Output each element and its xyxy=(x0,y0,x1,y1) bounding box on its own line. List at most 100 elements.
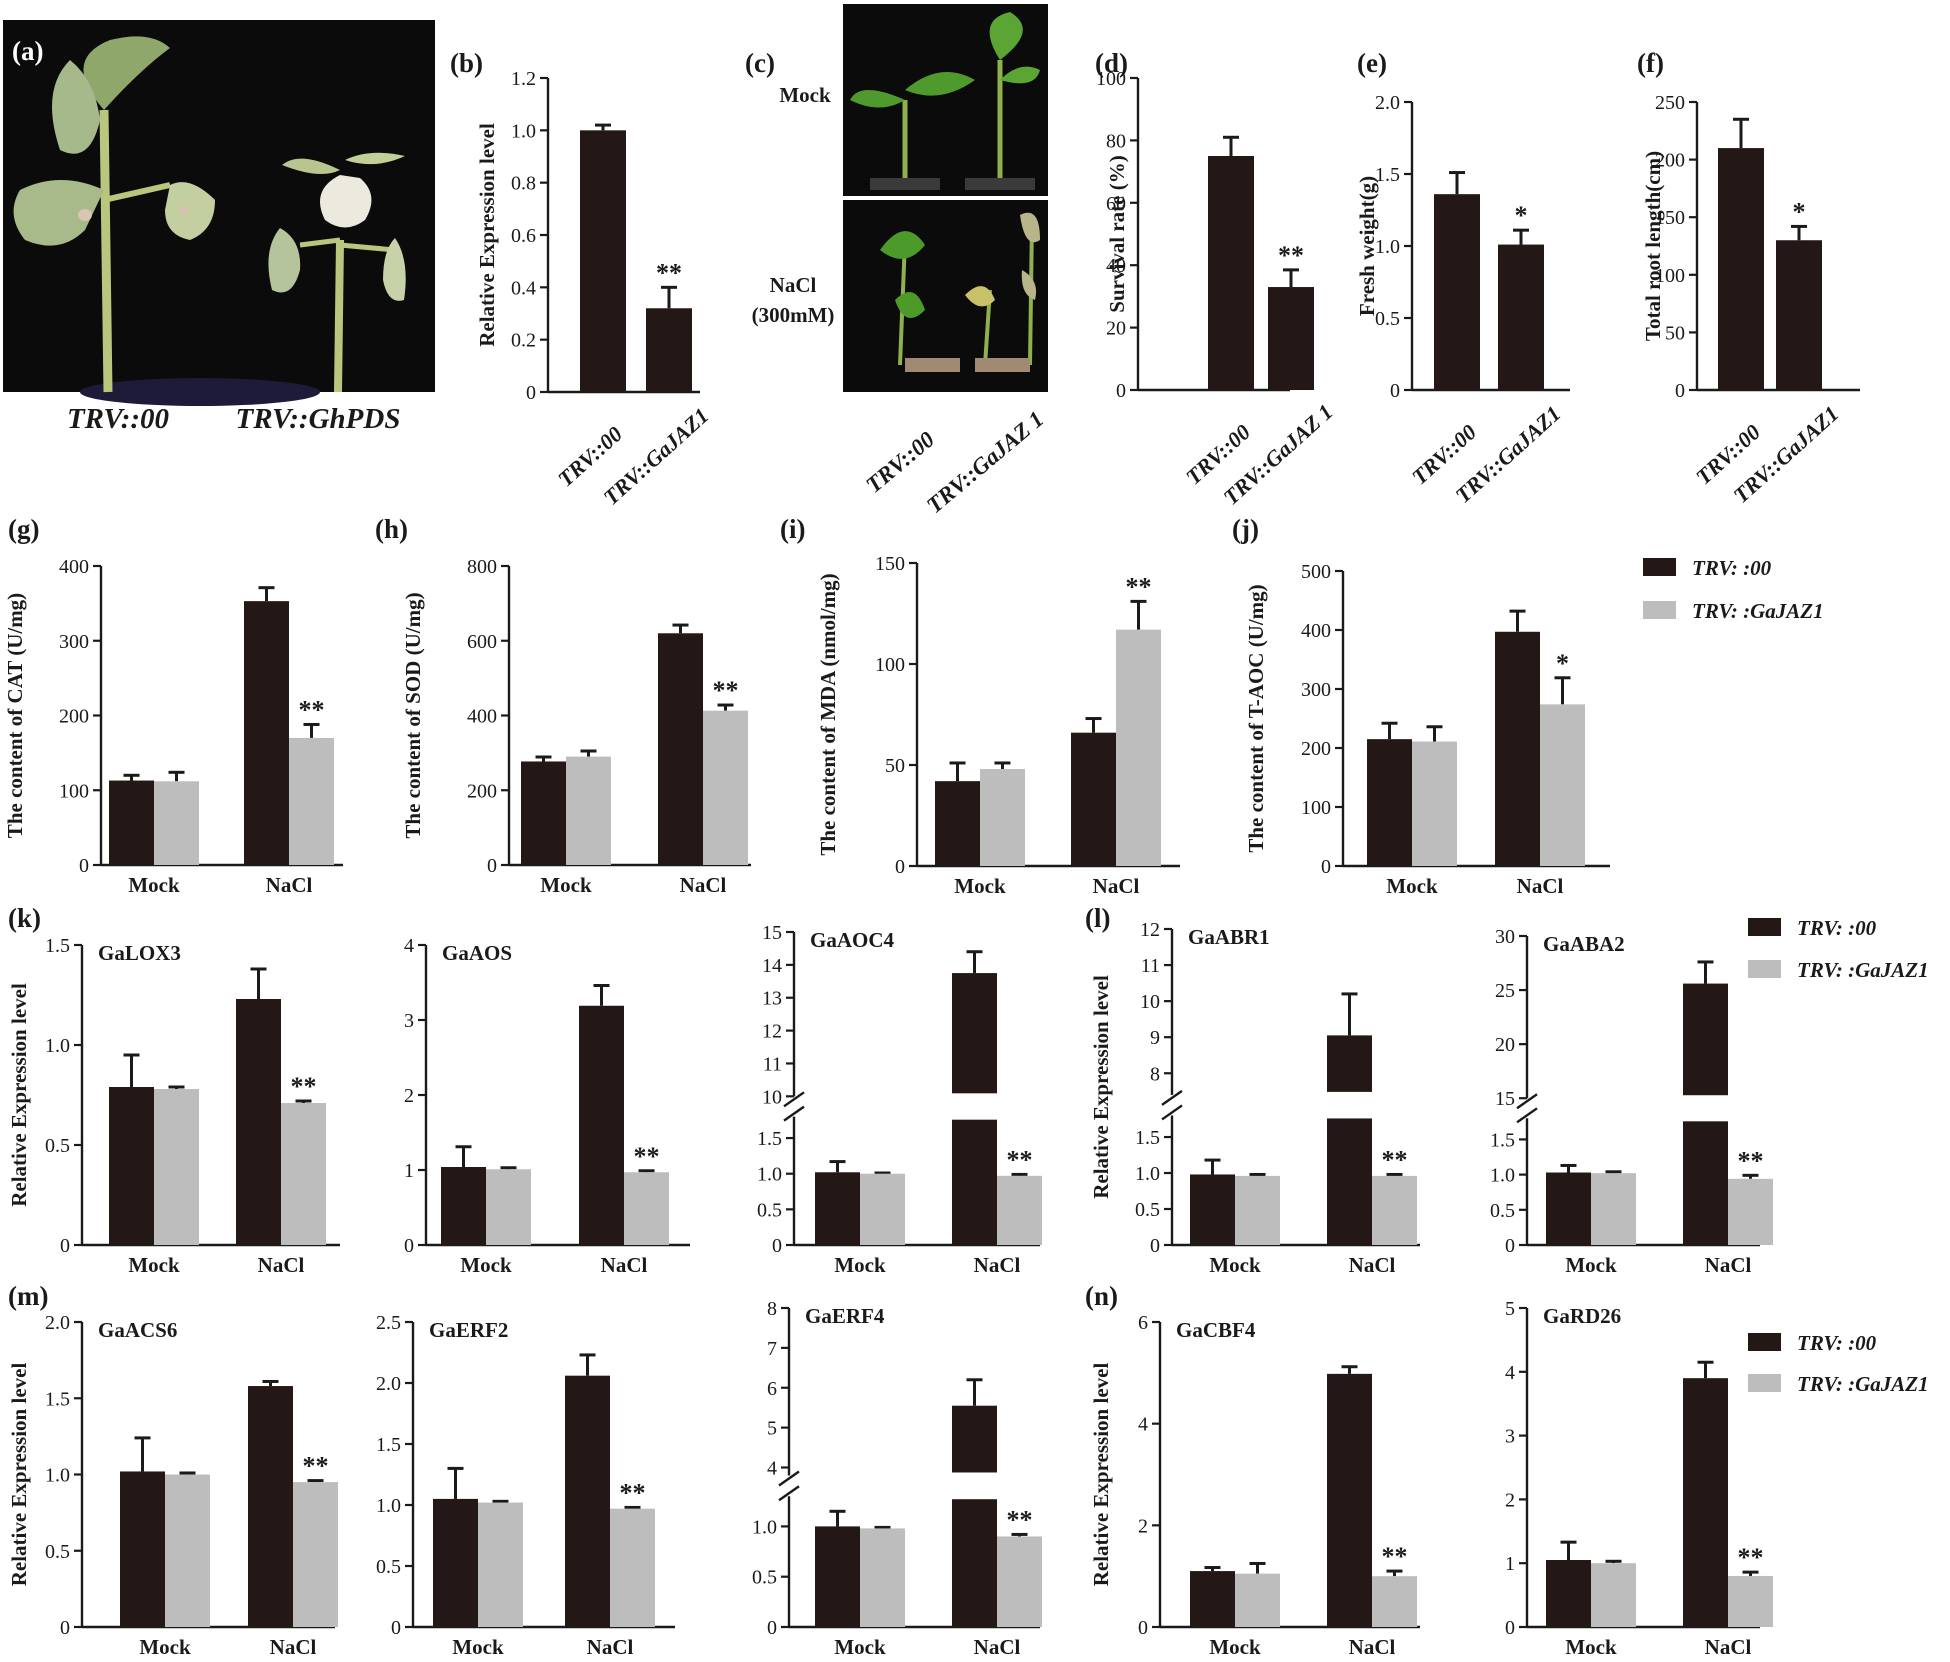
chart-title: GaLOX3 xyxy=(98,941,181,965)
y-tick-label: 0 xyxy=(526,382,536,404)
legend-label-trv00: TRV: :00 xyxy=(1797,1331,1877,1355)
y-tick-label: 400 xyxy=(1301,620,1331,642)
y-tick-label: 0 xyxy=(60,1235,70,1257)
chart-i: 0 50 100 150 The content of MDA (nmol/mg) (i)… xyxy=(780,514,1180,898)
x-tick-label: NaCl xyxy=(1517,874,1564,898)
axis-break-mark xyxy=(1161,1089,1183,1121)
bar xyxy=(433,1498,478,1627)
charts-layer: 0 0.2 0.4 0.6 0.8 1.0 1.2 Relative Expression l… xyxy=(3,48,1860,1659)
y-tick-label: 4 xyxy=(767,1458,777,1480)
axis-break-mark xyxy=(778,1470,800,1502)
y-tick-label: 600 xyxy=(467,631,497,653)
legend-row-g-j: TRV: :00 TRV: :GaJAZ1 xyxy=(1643,556,1824,623)
significance-marker: ** xyxy=(1126,572,1152,601)
y-axis-label: The content of SOD (U/mg) xyxy=(401,592,425,838)
x-tick-label: Mock xyxy=(128,1253,180,1277)
y-tick-label: 0.5 xyxy=(45,1541,70,1563)
bar xyxy=(1190,1174,1235,1245)
panel-label: (l) xyxy=(1085,903,1110,933)
y-tick-label: 30 xyxy=(1495,926,1515,948)
chart-title: GaABA2 xyxy=(1543,932,1625,956)
y-tick-label: 1.0 xyxy=(376,1495,401,1517)
bar xyxy=(860,1528,905,1627)
bar xyxy=(980,769,1025,866)
y-tick-label: 13 xyxy=(762,988,782,1010)
y-tick-label: 400 xyxy=(59,556,89,578)
bar xyxy=(521,761,566,865)
x-tick-label: NaCl xyxy=(601,1253,648,1277)
bar xyxy=(566,756,611,865)
y-tick-label: 500 xyxy=(1301,561,1331,583)
y-tick-label: 10 xyxy=(1140,991,1160,1013)
legend-swatch-trv00 xyxy=(1748,1333,1781,1351)
y-tick-label: 40 xyxy=(1106,255,1126,277)
bar xyxy=(860,1173,905,1245)
panel-label: (m) xyxy=(8,1281,48,1311)
y-tick-label: 0.5 xyxy=(752,1567,777,1589)
photo-c-label-300mm: (300mM) xyxy=(752,303,835,327)
y-tick-label: 9 xyxy=(1150,1027,1160,1049)
bar xyxy=(1071,732,1116,866)
bar xyxy=(486,1169,531,1245)
bar xyxy=(1327,1373,1372,1627)
bar xyxy=(1235,1573,1280,1627)
photo-c-xtick-trv00: TRV::00 xyxy=(861,426,939,497)
chart-k: 0 0.5 1.0 1.5 Relative Expression level (k) Ga… xyxy=(7,903,340,1277)
bar xyxy=(1776,240,1822,390)
legend-label-trv00: TRV: :00 xyxy=(1797,916,1877,940)
legend-label-trvgajaz1: TRV: :GaJAZ1 xyxy=(1797,958,1929,982)
chart-gene-gaerf4: 0 0.5 1.0 4 5 6 7 8 GaERF4 Mock ** NaCl xyxy=(752,1298,1042,1659)
legend-swatch-trvgajaz1 xyxy=(1748,960,1781,978)
y-tick-label: 0 xyxy=(1138,1617,1148,1639)
bar xyxy=(1367,739,1412,866)
x-tick-label: Mock xyxy=(1565,1635,1617,1659)
y-tick-label: 200 xyxy=(59,706,89,728)
bar xyxy=(997,1175,1042,1245)
photo-c-label-nacl: NaCl xyxy=(770,273,817,297)
y-tick-label: 1.0 xyxy=(1490,1165,1515,1187)
x-tick-label: Mock xyxy=(1565,1253,1617,1277)
y-tick-label: 3 xyxy=(404,1010,414,1032)
significance-marker: ** xyxy=(291,1072,317,1101)
panel-label-a: (a) xyxy=(12,36,43,66)
bar xyxy=(610,1508,655,1627)
y-tick-label: 0 xyxy=(1505,1235,1515,1257)
chart-gene-gaaos: 0 1 2 3 4 GaAOS Mock ** NaCl xyxy=(404,935,690,1277)
bar xyxy=(1728,1178,1773,1245)
y-tick-label: 1.5 xyxy=(1135,1127,1160,1149)
bar xyxy=(579,1005,624,1245)
significance-marker: ** xyxy=(1738,1543,1764,1572)
y-tick-label: 100 xyxy=(875,654,905,676)
bar xyxy=(478,1502,523,1627)
bar xyxy=(1268,287,1314,390)
significance-marker: * xyxy=(1515,201,1528,230)
y-tick-label: 1.0 xyxy=(45,1035,70,1057)
bar xyxy=(997,1536,1042,1627)
y-tick-label: 4 xyxy=(404,935,414,957)
y-tick-label: 50 xyxy=(885,755,905,777)
y-tick-label: 0 xyxy=(391,1617,401,1639)
y-tick-label: 8 xyxy=(767,1298,777,1320)
y-tick-label: 0 xyxy=(404,1235,414,1257)
bar xyxy=(1434,194,1480,390)
bar xyxy=(1116,629,1161,866)
y-tick-label: 0.2 xyxy=(511,330,536,352)
y-tick-label: 1.0 xyxy=(1375,236,1400,258)
x-tick-label: Mock xyxy=(1209,1253,1261,1277)
significance-marker: * xyxy=(1793,197,1806,226)
bar xyxy=(658,633,703,865)
y-tick-label: 0 xyxy=(1321,856,1331,878)
y-tick-label: 1.5 xyxy=(1490,1129,1515,1151)
bar xyxy=(281,1103,326,1245)
y-tick-label: 100 xyxy=(1301,797,1331,819)
y-tick-label: 11 xyxy=(763,1053,782,1075)
y-tick-label: 300 xyxy=(1301,679,1331,701)
bar xyxy=(1412,741,1457,866)
bar xyxy=(815,1526,860,1627)
y-tick-label: 0 xyxy=(1505,1617,1515,1639)
legend-swatch-trvgajaz1 xyxy=(1643,601,1676,619)
bar xyxy=(154,781,199,865)
y-axis-label: Survival rate (%) xyxy=(1105,155,1129,312)
bar xyxy=(646,308,692,392)
y-tick-label: 15 xyxy=(1495,1088,1515,1110)
